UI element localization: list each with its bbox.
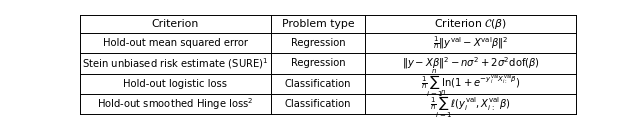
Text: Classification: Classification <box>285 79 351 89</box>
Text: Criterion $\mathcal{C}(\beta)$: Criterion $\mathcal{C}(\beta)$ <box>434 17 507 31</box>
Text: Problem type: Problem type <box>282 19 355 29</box>
Text: Regression: Regression <box>291 38 346 48</box>
Text: Hold-out smoothed Hinge loss$^2$: Hold-out smoothed Hinge loss$^2$ <box>97 96 253 112</box>
Text: Criterion: Criterion <box>152 19 199 29</box>
Text: $\|y - X\beta\|^2 - n\sigma^2 + 2\sigma^2\mathrm{dof}(\beta)$: $\|y - X\beta\|^2 - n\sigma^2 + 2\sigma^… <box>401 56 540 71</box>
Text: $\frac{1}{n}\|y^{\mathrm{val}} - X^{\mathrm{val}}\beta\|^2$: $\frac{1}{n}\|y^{\mathrm{val}} - X^{\mat… <box>433 35 508 51</box>
Text: Hold-out mean squared error: Hold-out mean squared error <box>103 38 248 48</box>
Text: Hold-out logistic loss: Hold-out logistic loss <box>124 79 227 89</box>
Text: Stein unbiased risk estimate (SURE)$^1$: Stein unbiased risk estimate (SURE)$^1$ <box>83 56 269 71</box>
Text: $\frac{1}{n}\sum_{i=1}^{n}\ln(1 + e^{-y_i^{\mathrm{val}}X_{i:}^{\mathrm{val}}\be: $\frac{1}{n}\sum_{i=1}^{n}\ln(1 + e^{-y_… <box>421 68 520 99</box>
Text: $\frac{1}{n}\sum_{i=1}^{n}\ell(y_i^{\mathrm{val}}, X_{i:}^{\mathrm{val}}\beta)$: $\frac{1}{n}\sum_{i=1}^{n}\ell(y_i^{\mat… <box>430 88 511 120</box>
Text: Classification: Classification <box>285 99 351 109</box>
Text: Regression: Regression <box>291 58 346 68</box>
